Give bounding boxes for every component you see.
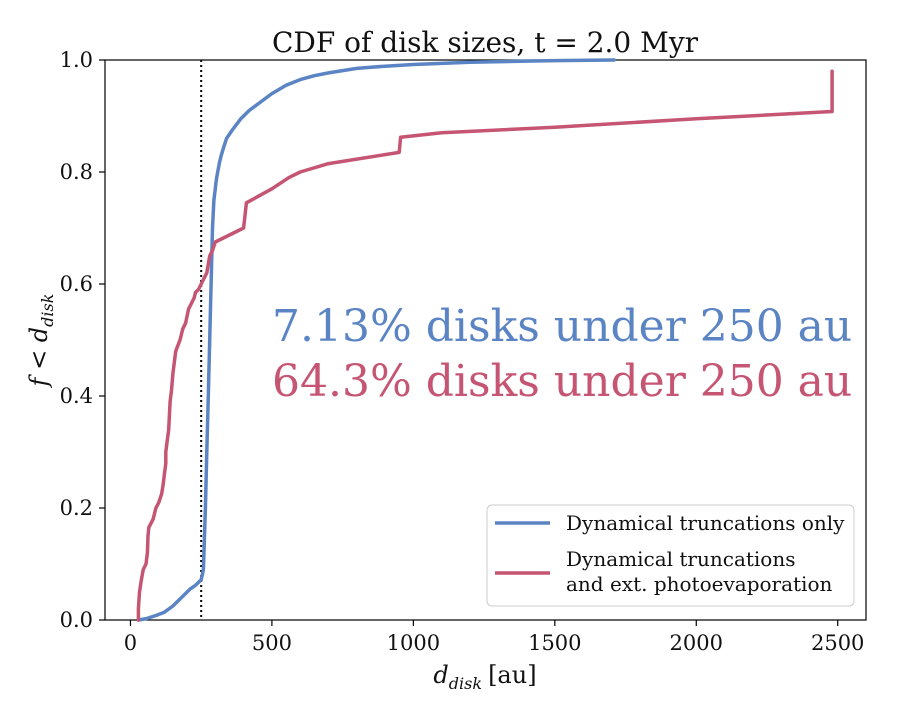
x-axis-label-var: d: [433, 661, 448, 689]
x-axis-ticks: 0 500 1000 1500 2000 2500: [124, 620, 864, 655]
y-tick-label: 0.6: [60, 272, 93, 296]
x-tick-label: 2000: [670, 631, 723, 655]
legend-label-line: and ext. photoevaporation: [566, 572, 832, 596]
x-axis-label-unit: [au]: [488, 661, 537, 689]
x-axis-label: ddisk [au]: [433, 661, 536, 693]
y-tick-label: 0.2: [60, 496, 93, 520]
y-tick-label: 0.8: [60, 160, 93, 184]
annotation-dynamical: 7.13% disks under 250 au: [272, 301, 852, 352]
series-group: [136, 58, 834, 622]
series-line-dynamical: [137, 58, 616, 622]
plot-frame: [104, 59, 867, 621]
x-tick-label: 1000: [387, 631, 440, 655]
legend-label-dynamical: Dynamical truncations only: [566, 511, 845, 535]
legend-label-line: Dynamical truncations: [566, 547, 795, 571]
y-axis-label-sub: disk: [38, 294, 57, 327]
y-tick-label: 1.0: [60, 48, 93, 72]
x-tick-label: 2500: [811, 631, 864, 655]
x-tick-label: 500: [252, 631, 292, 655]
x-axis-label-sub: disk: [449, 674, 482, 693]
x-tick-label: 0: [124, 631, 137, 655]
y-axis-ticks: 0.0 0.2 0.4 0.6 0.8 1.0: [60, 48, 105, 632]
legend: Dynamical truncations only Dynamical tru…: [486, 504, 855, 607]
chart-title: CDF of disk sizes, t = 2.0 Myr: [272, 26, 699, 59]
legend-label-photoevap: Dynamical truncations and ext. photoevapo…: [566, 547, 832, 596]
y-tick-label: 0.4: [60, 384, 93, 408]
y-axis-label: f < ddisk: [25, 294, 57, 389]
series-line-photoevap: [136, 69, 834, 622]
legend-box: [486, 504, 855, 607]
annotation-photoevap: 64.3% disks under 250 au: [272, 356, 852, 407]
y-axis-label-var: f < d: [25, 327, 53, 389]
y-tick-label: 0.0: [60, 608, 93, 632]
x-tick-label: 1500: [528, 631, 581, 655]
